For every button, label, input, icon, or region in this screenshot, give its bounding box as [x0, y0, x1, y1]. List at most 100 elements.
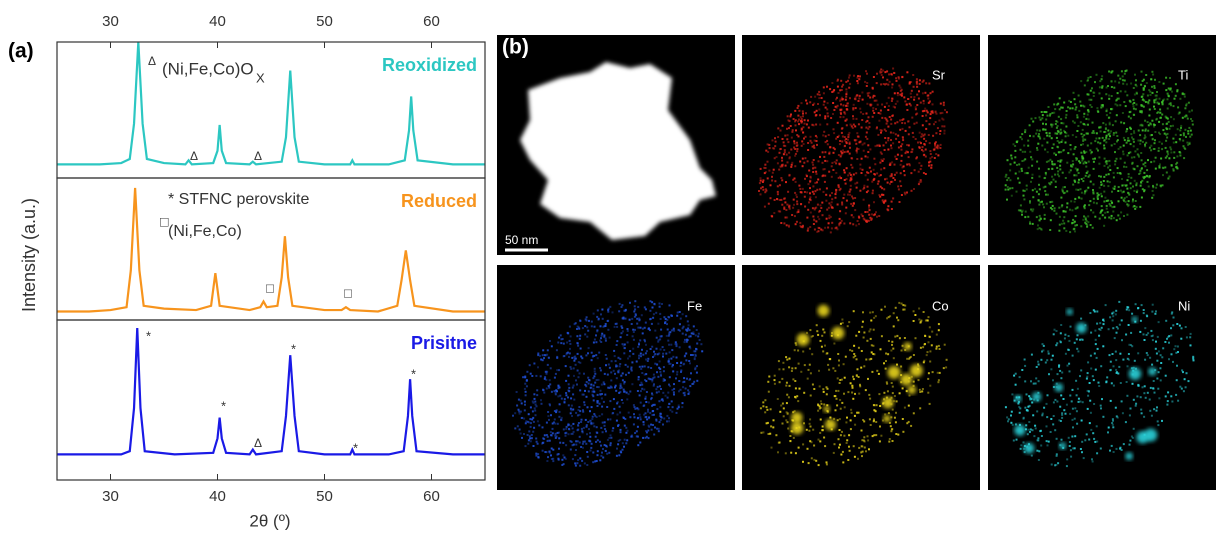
map-speckle: [1179, 138, 1181, 140]
map-speckle: [839, 189, 841, 191]
map-speckle: [563, 343, 565, 345]
map-speckle: [1041, 201, 1043, 203]
map-speckle: [858, 347, 860, 349]
map-speckle: [1154, 392, 1156, 394]
map-speckle: [556, 356, 558, 358]
map-speckle: [598, 386, 600, 388]
map-speckle: [1040, 228, 1042, 230]
map-speckle: [1050, 181, 1052, 183]
map-speckle: [1127, 358, 1129, 360]
map-speckle: [574, 454, 576, 456]
map-speckle: [592, 377, 594, 379]
map-speckle: [1079, 375, 1081, 377]
map-speckle: [556, 369, 558, 371]
map-speckle: [804, 119, 806, 121]
map-speckle: [904, 193, 906, 195]
map-speckle: [822, 134, 824, 136]
map-speckle: [609, 337, 611, 339]
map-speckle: [1040, 119, 1042, 121]
map-speckle: [667, 340, 669, 342]
map-speckle: [616, 448, 618, 450]
map-speckle: [887, 126, 889, 128]
map-speckle: [825, 141, 827, 143]
map-speckle: [823, 86, 825, 88]
map-speckle: [560, 419, 562, 421]
map-speckle: [1096, 311, 1098, 313]
map-speckle: [1062, 150, 1064, 152]
map-speckle: [1080, 144, 1082, 146]
map-speckle: [1081, 338, 1083, 340]
map-speckle: [594, 326, 596, 328]
map-speckle: [1101, 78, 1103, 80]
map-speckle: [1070, 449, 1072, 451]
map-speckle: [1157, 424, 1159, 426]
map-speckle: [1060, 394, 1062, 396]
map-speckle: [1118, 148, 1120, 150]
map-speckle: [880, 83, 882, 85]
map-speckle: [1010, 422, 1012, 424]
map-speckle: [883, 362, 885, 364]
map-speckle: [783, 141, 785, 143]
map-speckle: [593, 385, 595, 387]
map-speckle: [637, 418, 639, 420]
map-speckle: [575, 465, 577, 467]
map-speckle: [1126, 128, 1128, 130]
map-speckle: [1112, 353, 1114, 355]
map-speckle: [696, 348, 698, 350]
map-speckle: [857, 136, 859, 138]
map-speckle: [1085, 162, 1087, 164]
map-speckle: [607, 329, 609, 331]
map-speckle: [1121, 319, 1123, 321]
map-speckle: [1128, 353, 1130, 355]
map-speckle: [1170, 104, 1172, 106]
map-speckle: [1111, 445, 1113, 447]
map-speckle: [568, 356, 570, 358]
map-speckle: [564, 398, 566, 400]
map-speckle: [615, 323, 617, 325]
map-speckle: [838, 154, 840, 156]
map-speckle: [1102, 319, 1104, 321]
map-speckle: [568, 433, 570, 435]
map-speckle: [1069, 445, 1071, 447]
map-hotspot: [910, 364, 923, 377]
map-speckle: [1057, 103, 1059, 105]
map-speckle: [544, 451, 546, 453]
map-speckle: [896, 172, 898, 174]
map-speckle: [1070, 101, 1072, 103]
map-speckle: [615, 364, 617, 366]
map-speckle: [887, 353, 889, 355]
map-speckle: [597, 357, 599, 359]
y-axis-label: Intensity (a.u.): [19, 198, 39, 312]
map-speckle: [613, 398, 615, 400]
map-speckle: [1070, 144, 1072, 146]
map-speckle: [899, 129, 901, 131]
map-speckle: [615, 390, 617, 392]
map-speckle: [557, 387, 559, 389]
map-speckle: [782, 362, 784, 364]
map-speckle: [1185, 104, 1187, 106]
map-speckle: [810, 140, 812, 142]
map-speckle: [812, 167, 814, 169]
map-speckle: [923, 154, 925, 156]
map-speckle: [1009, 179, 1011, 181]
map-speckle: [858, 393, 860, 395]
map-speckle: [842, 461, 844, 463]
map-speckle: [766, 422, 768, 424]
map-speckle: [602, 457, 604, 459]
map-speckle: [1100, 193, 1102, 195]
map-speckle: [1068, 100, 1070, 102]
map-speckle: [918, 171, 920, 173]
map-speckle: [901, 76, 903, 78]
map-speckle: [656, 428, 658, 430]
map-speckle: [1147, 392, 1149, 394]
map-speckle: [892, 68, 894, 70]
map-speckle: [613, 350, 615, 352]
map-speckle: [1109, 316, 1111, 318]
map-speckle: [875, 315, 877, 317]
map-speckle: [1087, 361, 1089, 363]
map-speckle: [920, 165, 922, 167]
map-speckle: [1077, 388, 1079, 390]
map-speckle: [629, 302, 631, 304]
map-speckle: [1025, 424, 1027, 426]
map-speckle: [901, 194, 903, 196]
